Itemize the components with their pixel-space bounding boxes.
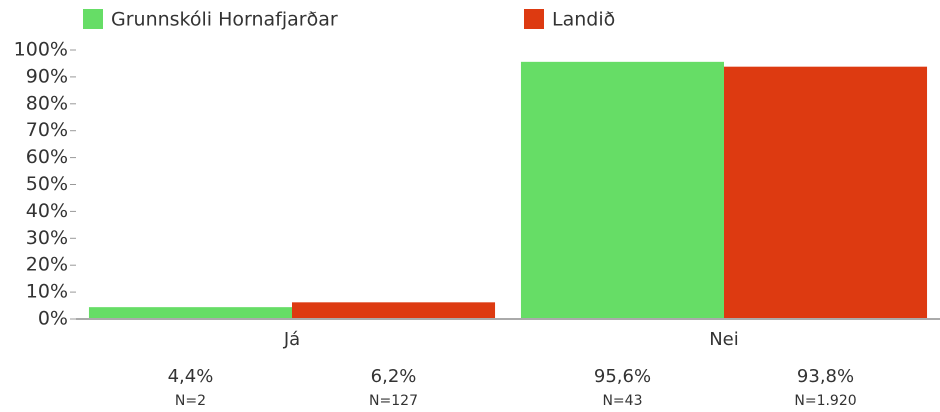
legend-swatch (83, 9, 103, 29)
x-tick-label: Nei (709, 329, 739, 350)
y-tick-label: 70% (26, 119, 68, 141)
bar (292, 302, 496, 319)
y-tick-label: 50% (26, 173, 68, 195)
y-tick-label: 80% (26, 92, 68, 114)
bar (88, 307, 293, 319)
bar (520, 61, 724, 319)
y-tick-label: 40% (26, 200, 68, 222)
n-label: N=2 (175, 393, 206, 409)
legend-label: Landið (552, 9, 615, 31)
legend-swatch (524, 9, 544, 29)
value-label: 93,8% (797, 366, 854, 387)
bar (724, 66, 928, 319)
value-label: 4,4% (168, 366, 214, 387)
n-label: N=127 (369, 393, 418, 409)
x-tick-label: Já (283, 329, 300, 350)
y-tick-label: 20% (26, 254, 68, 276)
value-label: 95,6% (594, 366, 651, 387)
legend-label: Grunnskóli Hornafjarðar (111, 9, 338, 31)
y-tick-label: 100% (14, 39, 68, 61)
n-label: N=43 (602, 393, 642, 409)
value-label: 6,2% (371, 366, 417, 387)
y-tick-label: 60% (26, 146, 68, 168)
y-tick-label: 30% (26, 227, 68, 249)
y-tick-label: 10% (26, 281, 68, 303)
y-tick-label: 90% (26, 65, 68, 87)
n-label: N=1.920 (794, 393, 856, 409)
y-tick-label: 0% (38, 308, 68, 330)
